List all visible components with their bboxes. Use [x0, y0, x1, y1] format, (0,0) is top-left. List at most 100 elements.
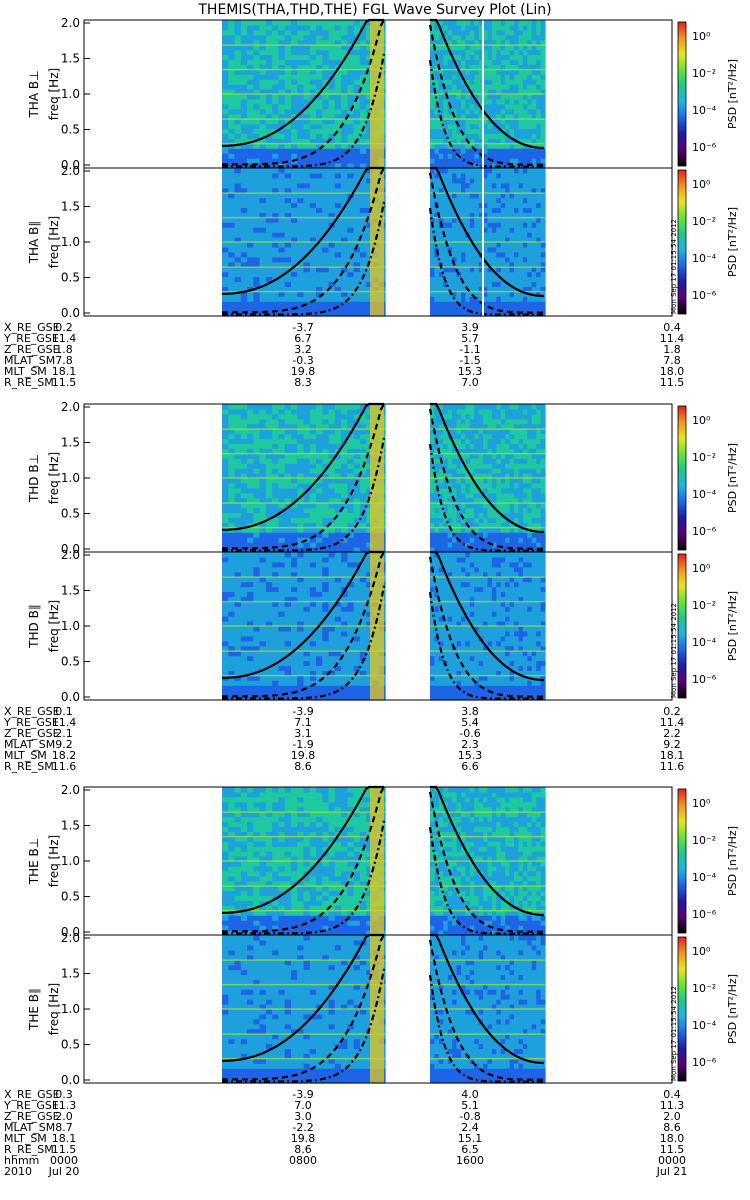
spectrogram-cell	[527, 79, 533, 85]
spectrogram-cell	[447, 463, 453, 469]
spectrogram-cell	[353, 187, 361, 194]
spectrogram-cell	[353, 443, 361, 449]
spectrogram-cell	[234, 404, 242, 410]
spectrogram-cell	[522, 222, 528, 228]
spectrogram-cell	[278, 532, 286, 538]
spectrogram-cell	[247, 591, 254, 597]
spectrogram-cell	[353, 79, 361, 85]
spectrogram-cell	[322, 463, 330, 469]
spectrogram-cell	[491, 148, 497, 154]
spectrogram-cell	[540, 24, 546, 31]
spectrogram-cell	[456, 497, 462, 504]
spectrogram-cell	[366, 433, 374, 440]
spectrogram-cell	[500, 217, 506, 223]
spectrogram-cell	[491, 20, 497, 26]
spectrogram-cell	[259, 59, 267, 65]
spectrogram-cell	[496, 237, 502, 243]
spectrogram-cell	[284, 482, 292, 489]
spectrogram-cell	[253, 517, 261, 523]
y-tick-label: 2.0	[61, 164, 80, 178]
spectrogram-cell	[328, 34, 336, 41]
spectrogram-cell	[443, 537, 449, 543]
spectrogram-cell	[284, 138, 292, 144]
spectrogram-cell	[487, 118, 493, 125]
spectrogram-cell	[483, 84, 489, 90]
spectrogram-cell	[272, 468, 280, 474]
spectrogram-cell	[452, 20, 458, 26]
intense-band	[370, 168, 384, 316]
spectrogram-cell	[341, 311, 348, 317]
spectrogram-cell	[265, 29, 273, 36]
spectrogram-cell	[434, 468, 440, 474]
spectrogram-cell	[253, 163, 261, 169]
spectrogram-cell	[518, 256, 524, 263]
spectrogram-cell	[434, 64, 440, 70]
spectrogram-cell	[509, 222, 515, 228]
spectrogram-cell	[222, 98, 229, 105]
spectrogram-cell	[328, 197, 336, 204]
spectrogram-cell	[536, 34, 542, 41]
spectrogram-cell	[509, 507, 515, 514]
spectrogram-cell	[247, 276, 254, 282]
spectrogram-cell	[259, 482, 267, 489]
spectrogram-cell	[347, 202, 355, 208]
spectrogram-cell	[228, 458, 236, 464]
spectrogram-cell	[487, 222, 493, 228]
spectrogram-cell	[461, 64, 466, 70]
spectrogram-cell	[247, 497, 254, 504]
spectrogram-cell	[531, 74, 537, 80]
spectrogram-cell	[240, 266, 248, 273]
spectrogram-cell	[514, 532, 519, 538]
spectrogram-cell	[303, 74, 311, 80]
spectrogram-cell	[309, 212, 317, 218]
spectrogram-cell	[465, 59, 471, 65]
spectrogram-cell	[341, 448, 348, 454]
spectrogram-cell	[291, 69, 298, 75]
spectrogram-cell	[518, 276, 524, 282]
spectrogram-cell	[240, 281, 248, 287]
spectrogram-cell	[253, 69, 261, 75]
spectrogram-cell	[247, 266, 254, 273]
spectrogram-cell	[456, 547, 462, 553]
spectrogram-cell	[514, 20, 519, 26]
spectrogram-cell	[309, 542, 317, 548]
spectrogram-cell	[430, 542, 435, 548]
spectrogram-cell	[430, 113, 435, 120]
spectrogram-cell	[234, 482, 242, 489]
spectrogram-cell	[322, 163, 330, 169]
spectrogram-cell	[234, 581, 242, 588]
spectrogram-cell	[438, 227, 444, 233]
spectrogram-cell	[359, 311, 367, 317]
spectrogram-cell	[291, 463, 298, 469]
spectrogram-cell	[478, 84, 484, 90]
spectrogram-cell	[240, 453, 248, 459]
spectrogram-cell	[265, 522, 273, 528]
spectrogram-cell	[452, 428, 458, 435]
spectrogram-cell	[522, 261, 528, 268]
spectrogram-cell	[536, 492, 542, 499]
spectrogram-cell	[247, 94, 254, 100]
spectrogram-cell	[527, 306, 533, 312]
spectrogram-cell	[272, 413, 280, 420]
spectrogram-cell	[334, 187, 342, 194]
spectrogram-cell	[309, 537, 317, 543]
spectrogram-cell	[341, 428, 348, 435]
spectrogram-cell	[540, 79, 546, 85]
spectrogram-cell	[509, 113, 515, 120]
spectrogram-cell	[253, 212, 261, 218]
spectrogram-cell	[347, 507, 355, 514]
spectrogram-cell	[272, 222, 280, 228]
spectrogram-cell	[518, 286, 524, 292]
spectrogram-cell	[518, 542, 524, 548]
spectrogram-cell	[430, 517, 435, 523]
spectrogram-cell	[474, 222, 480, 228]
spectrogram-cell	[366, 24, 374, 31]
spectrogram-cell	[522, 478, 528, 484]
spectrogram-cell	[531, 418, 537, 425]
spectrogram-cell	[247, 89, 254, 95]
spectrogram-cell	[278, 143, 286, 149]
spectrogram-cell	[522, 98, 528, 105]
spectrogram-cell	[478, 306, 484, 312]
spectrogram-cell	[500, 138, 506, 144]
spectrogram-cell	[491, 487, 497, 494]
